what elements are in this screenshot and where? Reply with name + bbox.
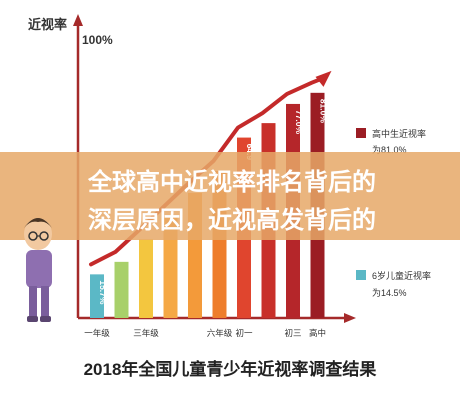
bar-3 <box>139 239 153 318</box>
legend-label-age6: 6岁儿童近视率 <box>372 270 431 281</box>
y-axis-label: 近视率 <box>28 17 67 32</box>
x-tick-1: 一年级 <box>84 328 110 338</box>
value-label-7: 64.9 <box>245 144 255 161</box>
legend-swatch-age6 <box>356 270 366 280</box>
banner-line-2: 深层原因，近视高发背后的 <box>88 206 376 234</box>
legend-value-highschool: 为81.0% <box>372 144 407 155</box>
value-label-1: 15.7% <box>98 280 108 305</box>
x-tick-10: 高中 <box>309 328 326 338</box>
legend-label-highschool: 高中生近视率 <box>372 128 426 139</box>
legend-swatch-highschool <box>356 128 366 138</box>
legend: 高中生近视率 为81.0% 6岁儿童近视率 为14.5% <box>356 128 431 298</box>
child-illustration <box>24 218 52 322</box>
x-tick-3: 三年级 <box>133 328 159 338</box>
banner-line-1: 全球高中近视率排名背后的 <box>87 168 376 196</box>
trend-arrow-head <box>315 70 332 87</box>
chart-title: 2018年全国儿童青少年近视率调查结果 <box>84 359 377 379</box>
bar-1 <box>90 274 104 318</box>
value-label-10: 81.0% <box>319 99 329 124</box>
x-tick-group: 一年级 三年级 六年级 初一 初三 高中 <box>84 328 326 338</box>
x-tick-6: 六年级 <box>207 328 233 338</box>
x-tick-7: 初一 <box>235 328 253 338</box>
y-axis-arrow <box>73 14 83 26</box>
x-tick-9: 初三 <box>284 328 301 338</box>
title-banner <box>0 152 460 240</box>
y-axis-top-tick: 100% <box>82 33 113 47</box>
legend-value-age6: 为14.5% <box>372 287 407 298</box>
x-axis-arrow <box>344 313 356 323</box>
value-label-group: 15.7% 64.9 77.0% 81.0% <box>98 99 329 305</box>
value-label-9: 77.0% <box>294 110 304 135</box>
bar-2 <box>114 261 129 318</box>
bar-4 <box>163 215 178 318</box>
